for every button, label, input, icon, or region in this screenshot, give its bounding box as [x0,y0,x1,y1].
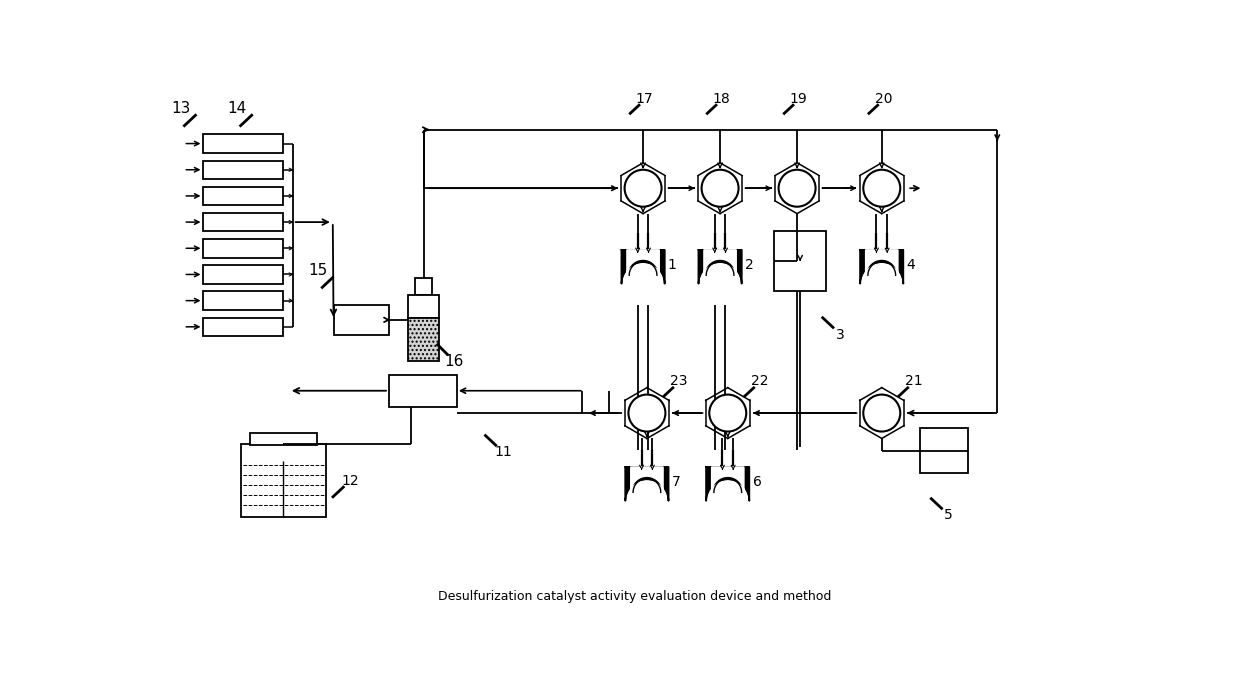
Text: 22: 22 [751,374,768,389]
Text: D: D [732,417,737,426]
Text: F: F [631,184,634,194]
Text: 21: 21 [904,374,922,389]
Text: B: B [805,182,810,191]
Text: D: D [724,192,730,201]
Text: 6: 6 [752,475,762,489]
Text: B: B [890,406,895,416]
Text: C: C [710,176,716,184]
Bar [203,161,282,179]
Text: 12: 12 [342,474,359,488]
Text: 4: 4 [907,258,916,273]
Text: B: B [736,406,741,416]
Text: 11: 11 [494,445,512,458]
Text: D: D [802,192,807,201]
Text: C: C [633,176,639,184]
Polygon shape [627,250,659,275]
Text: 18: 18 [712,92,731,106]
Bar [203,213,282,232]
Text: C: C [719,400,724,409]
Text: 5: 5 [944,508,953,522]
Bar [203,135,282,153]
Text: 16: 16 [445,354,465,369]
Text: B: B [890,182,895,191]
Circle shape [624,170,662,207]
Text: F: F [707,184,711,194]
Text: A: A [883,173,888,182]
Bar [921,428,968,473]
Bar [250,433,317,445]
Circle shape [709,395,746,432]
Circle shape [864,395,901,432]
Polygon shape [699,250,742,283]
Text: C: C [637,400,643,409]
Text: E: E [788,192,793,201]
Bar [408,295,439,318]
Text: 2: 2 [745,258,753,273]
Polygon shape [631,467,663,492]
Text: F: F [634,410,638,419]
Text: 7: 7 [672,475,680,489]
Text: E: E [872,192,877,201]
Text: A: A [883,398,888,408]
Polygon shape [706,467,750,501]
Text: 15: 15 [309,263,328,278]
Text: D: D [650,417,657,426]
Text: F: F [869,184,873,194]
Text: A: A [729,398,733,408]
Text: E: E [872,417,877,426]
Text: E: E [711,192,716,201]
Text: 1: 1 [668,258,676,273]
Circle shape [778,170,815,207]
Text: C: C [872,400,877,409]
Text: 20: 20 [875,92,892,106]
Bar [203,318,282,336]
Text: 14: 14 [228,100,247,115]
Text: 3: 3 [836,328,845,342]
Bar [203,239,282,257]
Text: F: F [715,410,720,419]
Bar [389,374,457,407]
Text: 17: 17 [636,92,653,106]
Bar [408,318,439,361]
Text: 19: 19 [789,92,808,106]
Text: D: D [886,417,892,426]
Text: B: B [655,406,660,416]
Circle shape [628,395,665,432]
Text: F: F [869,410,873,419]
Polygon shape [711,467,743,492]
Text: A: A [644,173,649,182]
Bar [774,231,826,291]
Text: D: D [886,192,892,201]
Text: A: A [721,173,726,182]
Circle shape [864,170,901,207]
Text: E: E [634,192,638,201]
Polygon shape [622,250,664,283]
Text: A: A [798,173,803,182]
Text: B: B [729,182,733,191]
Text: F: F [784,184,788,194]
Bar [415,278,432,295]
Polygon shape [704,250,736,275]
Text: C: C [872,176,877,184]
Text: B: B [650,182,657,191]
Text: 13: 13 [171,100,191,115]
Bar [203,265,282,283]
Text: 23: 23 [670,374,688,389]
Polygon shape [866,250,898,275]
Text: E: E [719,417,724,426]
Text: D: D [647,192,653,201]
Text: E: E [638,417,642,426]
Polygon shape [626,467,669,501]
Circle shape [701,170,738,207]
Polygon shape [860,250,903,283]
Bar [333,305,389,335]
Text: A: A [648,398,653,408]
Bar [203,186,282,205]
Bar [242,444,326,517]
Text: Desulfurization catalyst activity evaluation device and method: Desulfurization catalyst activity evalua… [437,590,831,603]
Text: C: C [788,176,793,184]
Bar [203,292,282,310]
